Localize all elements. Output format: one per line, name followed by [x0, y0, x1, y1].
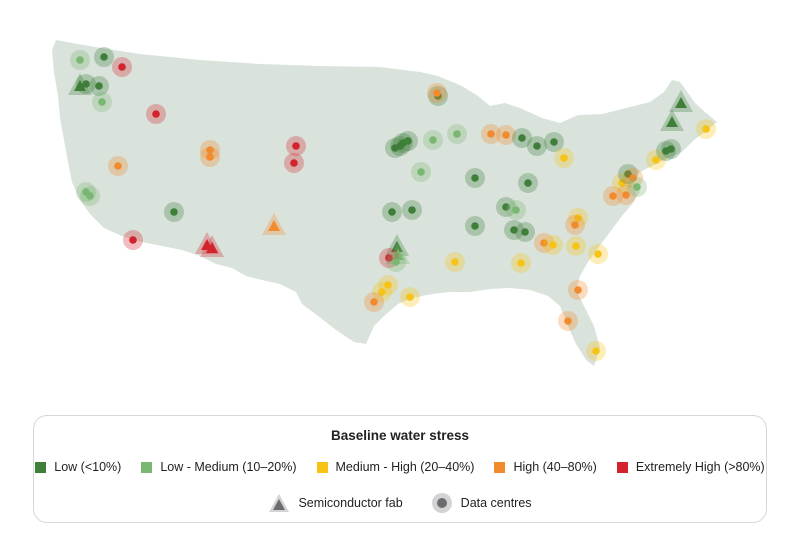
data-centre-marker-high [364, 292, 384, 312]
fab-marker-extremely-high [200, 235, 224, 257]
legend: Baseline water stress Low (<10%) Low - M… [33, 415, 767, 523]
legend-label-medium-high: Medium - High (20–40%) [335, 460, 475, 474]
data-centre-marker-high [616, 185, 636, 205]
fab-marker-low [669, 90, 693, 112]
data-centre-marker-medium-high [554, 148, 574, 168]
us-water-stress-map [52, 40, 717, 366]
us-landmass [52, 40, 717, 366]
swatch-extremely-high [616, 461, 628, 473]
data-centre-marker-high [200, 147, 220, 167]
swatch-low [35, 461, 47, 473]
data-centre-marker-low [76, 74, 96, 94]
circle-icon [431, 493, 452, 513]
data-centre-marker-extremely-high [112, 57, 132, 77]
data-centre-marker-low-medium [80, 186, 100, 206]
data-centre-marker-high [496, 125, 516, 145]
legend-item-data-centres: Data centres [431, 492, 532, 514]
data-centre-marker-low [164, 202, 184, 222]
data-centre-marker-low-medium [447, 124, 467, 144]
legend-item-low-medium: Low - Medium (10–20%) [141, 460, 297, 474]
data-centre-marker-medium-high [646, 150, 666, 170]
data-centre-marker-high [481, 124, 501, 144]
data-centre-marker-medium-high [511, 253, 531, 273]
legend-item-fab: Semiconductor fab [268, 492, 403, 514]
data-centre-marker-low [94, 47, 114, 67]
data-centre-marker-low [465, 168, 485, 188]
data-centre-marker-high [534, 233, 554, 253]
fab-marker-low [68, 73, 92, 95]
data-centre-marker-high [603, 186, 623, 206]
data-centre-marker-low [89, 76, 109, 96]
legend-item-extremely-high: Extremely High (>80%) [616, 460, 765, 474]
data-centre-marker-low-medium [92, 92, 112, 112]
data-centre-marker-low [515, 222, 535, 242]
legend-categories: Low (<10%) Low - Medium (10–20%) Medium … [34, 460, 766, 474]
legend-item-medium-high: Medium - High (20–40%) [316, 460, 475, 474]
data-centre-marker-high [200, 140, 220, 160]
swatch-high [494, 461, 506, 473]
data-centre-marker-high [565, 215, 585, 235]
data-centre-marker-low-medium [386, 252, 406, 272]
legend-label-low: Low (<10%) [54, 460, 122, 474]
legend-item-low: Low (<10%) [35, 460, 121, 474]
data-centre-marker-extremely-high [123, 230, 143, 250]
data-centre-marker-extremely-high [146, 104, 166, 124]
data-centre-marker-low-medium [506, 200, 526, 220]
data-centre-marker-low-medium [627, 177, 647, 197]
legend-label-fab: Semiconductor fab [298, 496, 403, 510]
legend-label-data-centres: Data centres [460, 496, 532, 510]
legend-item-high: High (40–80%) [494, 460, 597, 474]
data-centre-marker-medium-high [372, 282, 392, 302]
legend-label-high: High (40–80%) [513, 460, 597, 474]
data-centre-marker-extremely-high [286, 136, 306, 156]
legend-title: Baseline water stress [330, 428, 470, 443]
swatch-medium-high [316, 461, 328, 473]
data-centre-marker-medium-high [543, 235, 563, 255]
data-centre-marker-low [512, 128, 532, 148]
data-centre-marker-low-medium [423, 130, 443, 150]
data-centre-marker-high [427, 83, 447, 103]
data-centre-marker-high [568, 280, 588, 300]
data-centre-marker-medium-high [588, 244, 608, 264]
data-centre-marker-low [661, 139, 681, 159]
data-centre-marker-medium-high [445, 252, 465, 272]
triangle-icon [269, 494, 290, 512]
data-centre-marker-low-medium [70, 50, 90, 70]
data-centre-marker-high [558, 311, 578, 331]
data-centre-marker-low [504, 220, 524, 240]
data-centre-marker-medium-high [586, 341, 606, 361]
data-centre-marker-extremely-high [284, 153, 304, 173]
data-centre-marker-medium-high [566, 236, 586, 256]
legend-label-extremely-high: Extremely High (>80%) [635, 460, 765, 474]
data-centre-marker-medium-high [696, 119, 716, 139]
data-centre-marker-low [465, 216, 485, 236]
data-centre-marker-medium-high [400, 287, 420, 307]
legend-symbols: Semiconductor fab Data centres [34, 492, 766, 514]
fab-marker-low [385, 234, 409, 256]
data-centre-marker-high [108, 156, 128, 176]
data-centre-marker-medium-high [612, 173, 632, 193]
data-centre-marker-low [398, 131, 418, 151]
legend-label-low-medium: Low - Medium (10–20%) [160, 460, 297, 474]
fab-marker-high [262, 213, 286, 235]
data-centre-marker-low [518, 173, 538, 193]
data-centre-marker-low [496, 197, 516, 217]
data-centre-marker-low [402, 200, 422, 220]
data-centre-marker-low [382, 202, 402, 222]
data-centre-marker-low [527, 136, 547, 156]
data-centre-marker-low [544, 132, 564, 152]
data-centre-marker-high [623, 168, 643, 188]
data-centre-marker-low-medium [411, 162, 431, 182]
fab-marker-low [660, 109, 684, 131]
swatch-low-medium [141, 461, 153, 473]
